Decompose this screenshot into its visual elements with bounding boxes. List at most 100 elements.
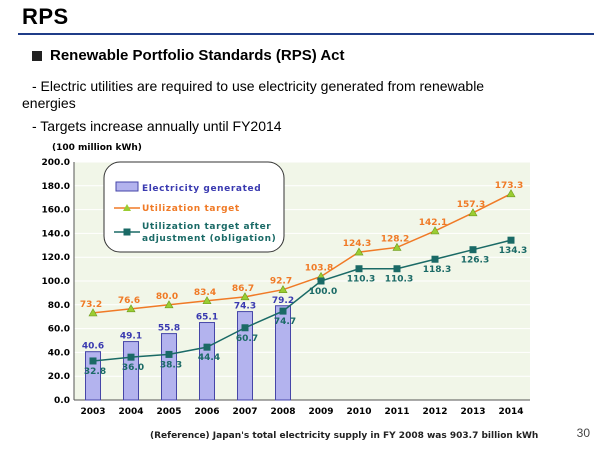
x-tick-label: 2011 — [384, 407, 409, 417]
y-tick-label: 200.0 — [42, 158, 70, 168]
adjusted-point — [393, 265, 401, 273]
x-tick-label: 2014 — [498, 407, 523, 417]
adjusted-value-label: 126.3 — [461, 256, 489, 266]
adjusted-value-label: 134.3 — [499, 246, 527, 256]
x-tick-label: 2003 — [80, 407, 105, 417]
target-value-label: 142.1 — [419, 218, 447, 228]
adjusted-value-label: 74.7 — [274, 317, 296, 327]
section-heading-text: Renewable Portfolio Standards (RPS) Act — [50, 47, 345, 64]
target-value-label: 124.3 — [343, 239, 371, 249]
legend-target-label: Utilization target — [142, 204, 240, 214]
target-point — [430, 226, 440, 235]
legend-adjusted-label-line1: Utilization target after — [142, 222, 271, 232]
bar — [199, 322, 215, 401]
bars-electricity-generated: 40.6 49.1 55.8 65.1 74.3 79.2 — [82, 296, 294, 401]
x-tick-label: 2012 — [422, 407, 447, 417]
target-value-label: 173.3 — [495, 181, 523, 191]
bar — [275, 305, 291, 401]
target-point — [202, 296, 212, 305]
y-tick-label: 60.0 — [48, 325, 70, 335]
legend-square-icon — [123, 228, 131, 236]
target-point — [354, 247, 364, 256]
target-point — [164, 300, 174, 309]
target-point — [506, 189, 516, 198]
x-tick-label: 2009 — [308, 407, 333, 417]
target-point — [392, 242, 402, 251]
target-value-label: 76.6 — [118, 296, 140, 306]
target-point — [468, 208, 478, 217]
rps-chart: (100 million kWh) 0.0 20.0 40.0 60.0 80.0 100… — [34, 138, 542, 444]
title-rule — [18, 33, 594, 35]
x-tick-label: 2006 — [194, 407, 219, 417]
y-tick-label: 180.0 — [42, 182, 70, 192]
y-tick-label: 20.0 — [48, 372, 70, 382]
section-heading: Renewable Portfolio Standards (RPS) Act — [32, 47, 345, 64]
x-axis-ticks: 2003 2004 2005 2006 2007 2008 2009 2010 2011 2012… — [80, 407, 523, 417]
adjusted-value-label: 110.3 — [347, 275, 375, 285]
x-tick-label: 2007 — [232, 407, 257, 417]
bar-value-label: 79.2 — [272, 296, 294, 306]
adjusted-value-label: 38.3 — [160, 360, 182, 370]
y-axis-unit-label: (100 million kWh) — [52, 143, 142, 153]
y-tick-label: 80.0 — [48, 301, 70, 311]
adjusted-point — [241, 324, 249, 332]
bar — [161, 333, 177, 401]
adjusted-value-label: 118.3 — [423, 265, 451, 275]
bar-value-label: 40.6 — [82, 342, 104, 352]
y-tick-label: 160.0 — [42, 206, 70, 216]
square-bullet-icon — [32, 50, 42, 61]
rps-chart-svg: (100 million kWh) 0.0 20.0 40.0 60.0 80.0 100… — [42, 143, 539, 441]
target-value-label: 128.2 — [381, 234, 409, 244]
adjusted-value-label: 44.4 — [198, 353, 220, 363]
adjusted-point — [469, 246, 477, 254]
adjusted-point — [203, 343, 211, 351]
bar — [85, 351, 101, 401]
x-tick-label: 2010 — [346, 407, 371, 417]
target-point — [88, 308, 98, 317]
adjusted-point — [165, 350, 173, 358]
adjusted-value-label: 100.0 — [309, 287, 337, 297]
target-point — [278, 285, 288, 293]
adjusted-point — [279, 307, 287, 315]
bar-value-label: 65.1 — [196, 313, 218, 323]
legend-box — [103, 161, 285, 253]
bar — [237, 311, 253, 401]
slide-title: RPS — [22, 4, 69, 29]
chart-footnote: (Reference) Japan's total electricity su… — [150, 431, 538, 441]
legend-triangle-icon — [123, 204, 131, 211]
adjusted-value-label: 60.7 — [236, 334, 258, 344]
adjusted-point — [431, 255, 439, 263]
bullet-utilities-continuation: energies — [22, 95, 76, 111]
series-utilization-target-adjusted: 32.8 36.0 38.3 44.4 60.7 74.7 100.0 110.3 110.3 1… — [84, 236, 527, 377]
legend-adjusted-label-line2: adjustment (obligation) — [142, 234, 276, 244]
adjusted-point — [127, 353, 135, 361]
x-tick-label: 2005 — [156, 407, 181, 417]
y-axis-ticks: 0.0 20.0 40.0 60.0 80.0 100.0 120.0 140.0 160.0 1… — [42, 158, 70, 406]
target-value-label: 80.0 — [156, 292, 178, 302]
adjusted-point — [89, 357, 97, 365]
adjusted-value-label: 110.3 — [385, 275, 413, 285]
bar-value-label: 55.8 — [158, 324, 180, 334]
x-tick-label: 2013 — [460, 407, 485, 417]
adjusted-point — [507, 236, 515, 244]
target-value-label: 73.2 — [80, 300, 102, 310]
target-point — [126, 304, 136, 313]
adjusted-value-label: 36.0 — [122, 363, 144, 373]
target-value-label: 157.3 — [457, 200, 485, 210]
target-value-label: 86.7 — [232, 284, 254, 294]
bar-value-label: 74.3 — [234, 302, 256, 312]
y-tick-label: 0.0 — [54, 396, 70, 406]
adjusted-point — [317, 277, 325, 285]
adjusted-line-path — [92, 239, 512, 362]
target-point — [240, 292, 250, 301]
chart-legend: Electricity generated Utilization target… — [103, 161, 285, 253]
x-tick-label: 2008 — [270, 407, 295, 417]
adjusted-point — [355, 265, 363, 273]
bullet-targets: - Targets increase annually until FY2014 — [32, 118, 282, 134]
legend-bar-swatch — [115, 181, 139, 192]
target-value-label: 103.8 — [305, 263, 333, 273]
page-number: 30 — [576, 426, 590, 440]
bullet-utilities: - Electric utilities are required to use… — [32, 78, 485, 94]
target-value-label: 92.7 — [270, 277, 292, 287]
y-tick-label: 120.0 — [42, 253, 70, 263]
